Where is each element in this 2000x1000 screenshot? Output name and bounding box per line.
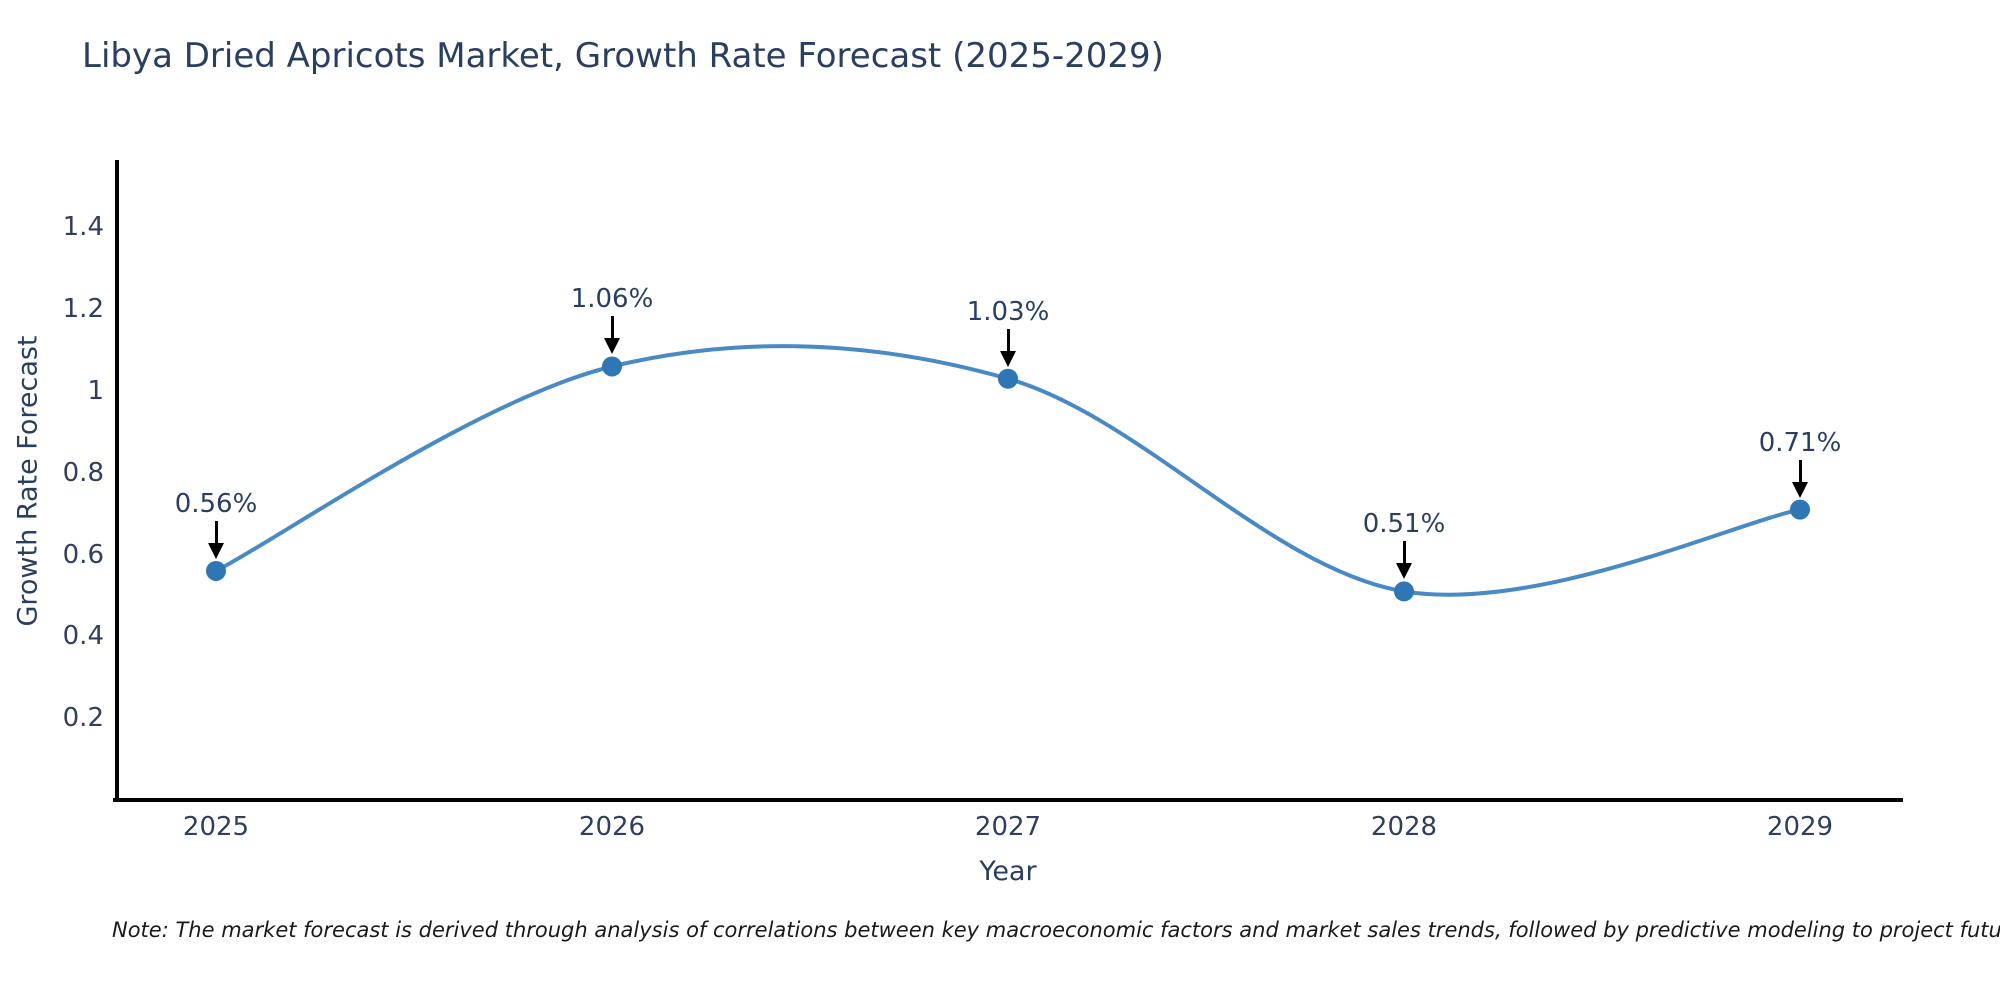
annotation-arrow-stem (1403, 541, 1406, 568)
point-value-label: 0.71% (1758, 427, 1842, 458)
y-tick-label: 0.2 (62, 703, 104, 734)
point-value-label: 0.51% (1362, 509, 1446, 540)
data-point-marker (1394, 581, 1414, 602)
x-axis-line (113, 798, 1903, 802)
data-point-marker (1790, 499, 1810, 520)
footnote: Note: The market forecast is derived thr… (112, 918, 2000, 942)
y-tick-label: 1 (87, 376, 104, 406)
data-point-marker (602, 356, 622, 377)
chart-title: Libya Dried Apricots Market, Growth Rate… (82, 36, 1164, 76)
x-tick-label: 2026 (578, 812, 646, 842)
y-axis-line (115, 160, 119, 802)
y-tick-label: 0.4 (62, 621, 104, 652)
annotation-arrow-stem (1007, 328, 1010, 355)
annotation-arrowhead-icon (1792, 481, 1808, 498)
x-tick-label: 2029 (1766, 812, 1834, 842)
x-tick-label: 2028 (1370, 812, 1438, 842)
x-axis-title: Year (979, 856, 1037, 887)
annotation-arrow-stem (215, 520, 218, 547)
point-value-label: 1.03% (966, 296, 1050, 327)
y-axis-title: Growth Rate Forecast (12, 335, 44, 627)
annotation-arrowhead-icon (1000, 350, 1016, 367)
point-value-label: 1.06% (570, 284, 654, 315)
y-tick-label: 0.6 (62, 539, 104, 570)
annotation-arrowhead-icon (1396, 563, 1412, 580)
x-tick-label: 2025 (182, 812, 250, 842)
data-point-marker (206, 560, 226, 581)
y-tick-label: 0.8 (62, 457, 104, 488)
point-value-label: 0.56% (174, 488, 258, 519)
y-tick-label: 1.2 (62, 294, 104, 325)
annotation-arrow-stem (611, 316, 614, 343)
y-tick-label: 1.4 (62, 212, 104, 243)
annotation-arrow-stem (1799, 459, 1802, 486)
annotation-arrowhead-icon (604, 338, 620, 355)
annotation-arrowhead-icon (208, 542, 224, 559)
x-tick-label: 2027 (974, 812, 1042, 842)
data-point-marker (998, 368, 1018, 389)
